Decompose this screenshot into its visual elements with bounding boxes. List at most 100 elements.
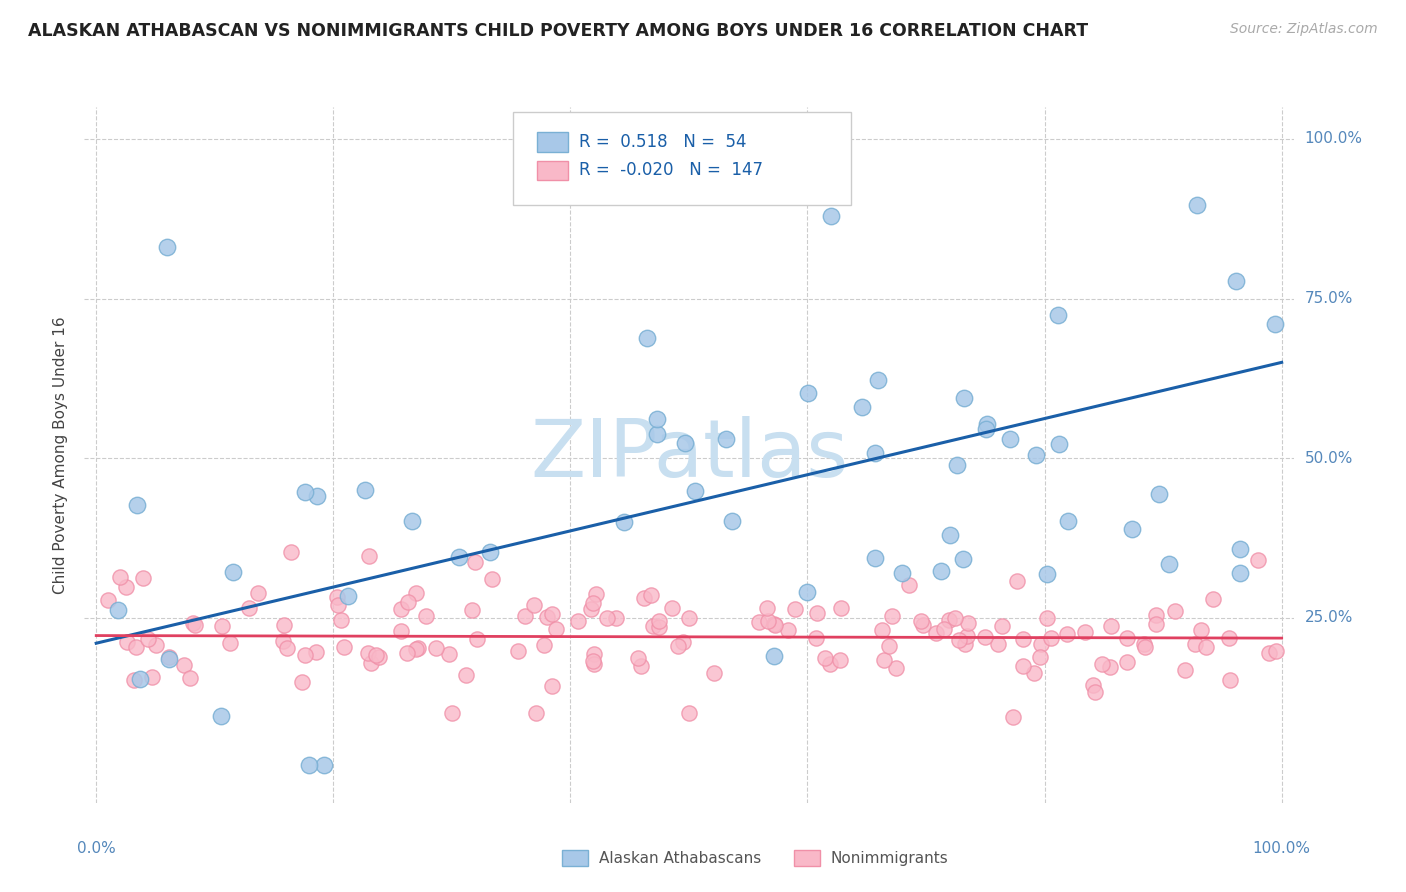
Text: R =  0.518   N =  54: R = 0.518 N = 54 <box>579 133 747 151</box>
Point <box>367 649 389 664</box>
Point <box>579 601 602 615</box>
Point <box>1029 649 1052 664</box>
Point <box>1164 604 1187 618</box>
Point <box>678 706 700 721</box>
Point <box>702 666 724 681</box>
Point <box>661 601 683 615</box>
Point <box>797 385 820 400</box>
Point <box>1144 617 1167 632</box>
Text: Nonimmigrants: Nonimmigrants <box>831 851 949 865</box>
Point <box>325 591 347 605</box>
Point <box>974 421 997 435</box>
Point <box>1084 685 1107 699</box>
Point <box>957 615 980 630</box>
Point <box>630 659 652 673</box>
Point <box>643 619 665 633</box>
Point <box>1012 632 1035 646</box>
Point <box>886 661 908 675</box>
Point <box>405 586 427 600</box>
Point <box>683 484 706 499</box>
Point <box>524 706 547 721</box>
Point <box>157 652 180 666</box>
Point <box>305 489 328 503</box>
Point <box>814 651 837 665</box>
Point <box>1195 640 1218 654</box>
Point <box>1025 448 1047 462</box>
Point <box>136 632 159 646</box>
Point <box>401 514 423 528</box>
Point <box>1047 436 1070 450</box>
Point <box>506 644 529 658</box>
Point <box>872 623 894 637</box>
Point <box>891 566 914 581</box>
Point <box>1040 631 1063 645</box>
Point <box>328 598 350 612</box>
Point <box>280 545 302 559</box>
Point <box>465 632 488 646</box>
Point <box>1147 487 1170 501</box>
Point <box>647 411 669 425</box>
Point <box>976 417 998 431</box>
Point <box>828 653 851 667</box>
Point <box>305 645 328 659</box>
Point <box>1264 317 1286 331</box>
Point <box>645 426 668 441</box>
Point <box>1174 664 1197 678</box>
Point <box>145 638 167 652</box>
Point <box>357 646 380 660</box>
Point <box>1229 566 1251 580</box>
Point <box>1035 611 1057 625</box>
Point <box>425 640 447 655</box>
Point <box>778 623 800 637</box>
Point <box>238 601 260 615</box>
Point <box>1099 619 1122 633</box>
Point <box>596 610 619 624</box>
Point <box>461 603 484 617</box>
Point <box>1229 541 1251 556</box>
Y-axis label: Child Poverty Among Boys Under 16: Child Poverty Among Boys Under 16 <box>53 316 69 594</box>
Point <box>128 672 150 686</box>
Point <box>437 647 460 661</box>
Point <box>408 640 430 655</box>
Point <box>1081 678 1104 692</box>
Point <box>756 600 779 615</box>
Text: ALASKAN ATHABASCAN VS NONIMMIGRANTS CHILD POVERTY AMONG BOYS UNDER 16 CORRELATIO: ALASKAN ATHABASCAN VS NONIMMIGRANTS CHIL… <box>28 22 1088 40</box>
Text: 100.0%: 100.0% <box>1305 131 1362 146</box>
Text: ZIPatlas: ZIPatlas <box>530 416 848 494</box>
Point <box>246 586 269 600</box>
Point <box>952 552 974 566</box>
Point <box>582 596 605 610</box>
Point <box>1258 647 1281 661</box>
Point <box>605 611 627 625</box>
Point <box>1157 557 1180 571</box>
Point <box>1007 574 1029 588</box>
Point <box>946 458 969 472</box>
Point <box>910 614 932 628</box>
Point <box>671 635 693 649</box>
Point <box>633 591 655 605</box>
Point <box>720 514 742 528</box>
Point <box>479 544 502 558</box>
Point <box>758 615 780 629</box>
Point <box>141 671 163 685</box>
Point <box>389 601 412 615</box>
Point <box>666 640 689 654</box>
Point <box>464 555 486 569</box>
Text: Source: ZipAtlas.com: Source: ZipAtlas.com <box>1230 22 1378 37</box>
Point <box>1187 198 1209 212</box>
Point <box>1029 637 1052 651</box>
Point <box>1225 274 1247 288</box>
Point <box>783 602 806 616</box>
Point <box>929 564 952 578</box>
Point <box>925 626 948 640</box>
Point <box>540 679 562 693</box>
Point <box>396 646 419 660</box>
Point <box>939 528 962 542</box>
Point <box>1219 673 1241 687</box>
Point <box>276 641 298 656</box>
Point <box>1247 553 1270 567</box>
Text: 75.0%: 75.0% <box>1305 291 1353 306</box>
Text: 50.0%: 50.0% <box>1305 450 1353 466</box>
Point <box>1218 632 1240 646</box>
Point <box>1000 432 1022 446</box>
